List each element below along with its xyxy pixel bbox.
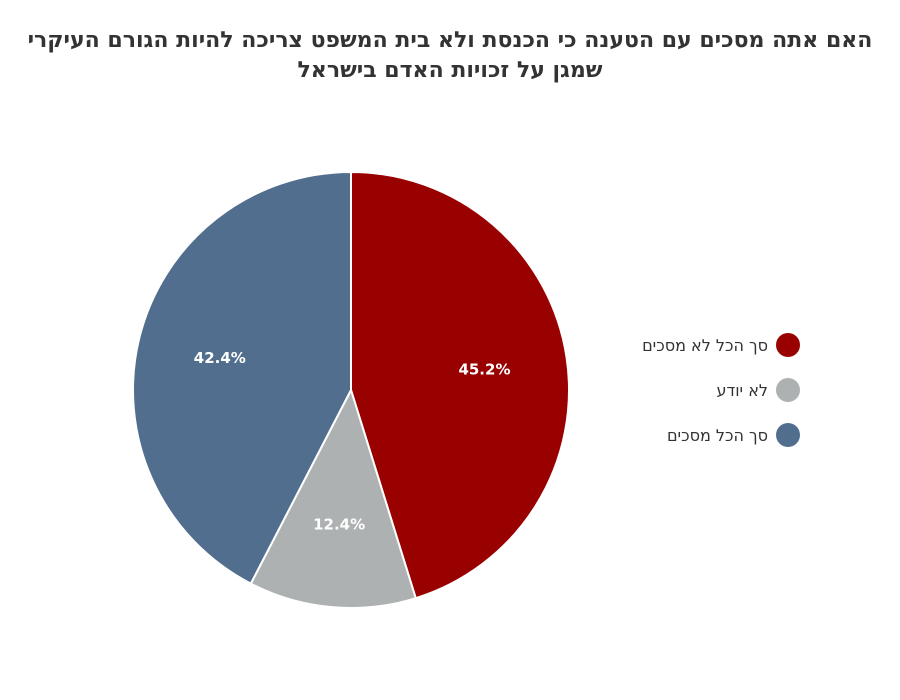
slice-data-label: 12.4% [313,515,365,533]
legend-item[interactable]: סך הכל מסכים [560,420,800,450]
pie-slice-labels: 45.2% 12.4% 42.4% [194,349,511,533]
chart-legend: סך הכל לא מסכים לא יודע סך הכל מסכים [560,330,800,465]
pie-slice[interactable] [350,171,570,600]
pie-slice[interactable] [249,389,417,609]
legend-item[interactable]: לא יודע [560,375,800,405]
legend-label: סך הכל לא מסכים [642,335,768,355]
slice-data-label: 42.4% [194,349,246,367]
legend-label: לא יודע [716,380,768,400]
legend-swatch [776,378,800,402]
legend-swatch [776,333,800,357]
legend-swatch [776,423,800,447]
pie-slices [132,171,570,609]
legend-item[interactable]: סך הכל לא מסכים [560,330,800,360]
legend-label: סך הכל מסכים [666,425,768,445]
slice-data-label: 45.2% [458,361,510,379]
chart-title: האם אתה מסכים עם הטענה כי הכנסת ולא בית … [27,28,873,83]
pie-slice[interactable] [132,171,352,585]
